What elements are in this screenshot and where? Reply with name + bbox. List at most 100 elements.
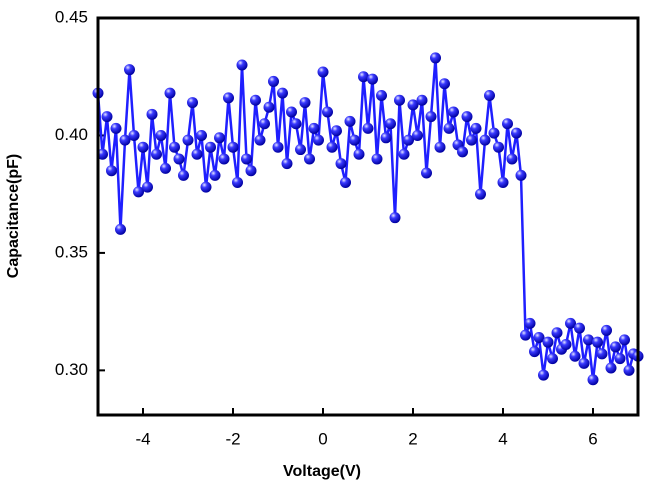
data-point	[421, 167, 432, 179]
y-tick-label: 0.45	[55, 7, 88, 26]
data-point	[403, 134, 414, 146]
data-point	[353, 148, 365, 160]
data-point	[268, 75, 279, 87]
y-axis-label: Capacitance(pF)	[5, 154, 22, 278]
data-point	[340, 176, 351, 188]
data-point	[331, 125, 342, 137]
data-point	[286, 106, 297, 118]
data-point	[358, 71, 369, 83]
data-point	[542, 336, 554, 348]
data-point	[128, 129, 140, 141]
data-point	[124, 64, 135, 76]
data-point	[169, 141, 180, 153]
data-point	[614, 353, 626, 365]
data-point	[398, 148, 410, 160]
data-point	[290, 118, 302, 130]
data-point	[457, 146, 468, 158]
data-point	[511, 127, 522, 139]
data-point	[434, 141, 446, 153]
data-point	[560, 339, 572, 351]
data-point	[335, 158, 347, 170]
data-point	[308, 122, 320, 134]
data-point	[200, 181, 212, 193]
y-tick-label: 0.35	[55, 242, 88, 261]
data-point	[173, 153, 185, 165]
data-point	[430, 52, 441, 64]
data-point	[160, 162, 171, 174]
data-point	[259, 118, 270, 130]
data-point	[551, 327, 563, 339]
data-point	[538, 369, 549, 381]
data-point	[119, 134, 131, 146]
data-point	[619, 334, 630, 346]
data-point	[394, 94, 405, 106]
data-point	[187, 97, 198, 109]
data-point	[475, 188, 486, 200]
data-point	[133, 186, 144, 198]
data-point	[367, 73, 378, 85]
data-point	[515, 169, 527, 181]
data-point	[425, 111, 437, 123]
data-point	[547, 353, 558, 365]
data-point	[137, 141, 149, 153]
plot-frame	[96, 16, 640, 417]
data-point	[569, 350, 581, 362]
data-point	[623, 364, 635, 376]
data-point	[227, 141, 239, 153]
data-point	[241, 153, 252, 165]
data-point	[376, 90, 387, 102]
data-point	[596, 348, 608, 360]
data-point	[151, 148, 162, 160]
data-point	[466, 134, 477, 146]
data-point	[520, 329, 531, 341]
data-point	[407, 99, 419, 111]
data-point	[214, 132, 225, 144]
data-point	[326, 141, 338, 153]
data-point	[362, 122, 374, 134]
data-point	[506, 153, 518, 165]
data-point	[529, 346, 540, 358]
data-point	[250, 94, 261, 106]
x-tick-label: 2	[408, 429, 417, 448]
x-tick-label: 4	[498, 429, 507, 448]
data-point	[263, 101, 275, 113]
data-point	[583, 334, 594, 346]
data-point	[101, 111, 113, 123]
data-point	[182, 134, 194, 146]
data-point	[254, 134, 266, 146]
data-point	[592, 336, 603, 348]
x-tick-label: 6	[588, 429, 597, 448]
data-point	[416, 94, 428, 106]
data-point	[209, 169, 221, 181]
data-point	[587, 374, 599, 386]
data-point	[142, 181, 153, 193]
data-point	[223, 92, 234, 104]
data-point	[313, 134, 324, 146]
data-point	[178, 169, 189, 181]
data-point	[218, 153, 230, 165]
data-point	[164, 87, 176, 99]
data-point	[502, 118, 513, 130]
data-point	[349, 134, 360, 146]
x-axis-label: Voltage(V)	[283, 463, 361, 480]
data-point	[439, 78, 450, 90]
data-point	[371, 153, 383, 165]
data-point	[443, 122, 455, 134]
data-point	[385, 118, 396, 130]
data-point	[412, 129, 423, 141]
data-point	[479, 134, 491, 146]
data-point	[524, 317, 536, 329]
data-point	[448, 106, 459, 118]
data-point	[196, 129, 207, 141]
y-tick-label: 0.40	[55, 125, 88, 144]
data-point	[317, 66, 329, 78]
data-point	[565, 317, 576, 329]
data-point	[497, 176, 509, 188]
data-point	[533, 331, 545, 343]
x-tick-label: 0	[318, 429, 327, 448]
x-tick-label: -2	[225, 429, 240, 448]
data-point	[605, 362, 617, 374]
data-point	[304, 153, 315, 165]
data-point	[488, 127, 500, 139]
